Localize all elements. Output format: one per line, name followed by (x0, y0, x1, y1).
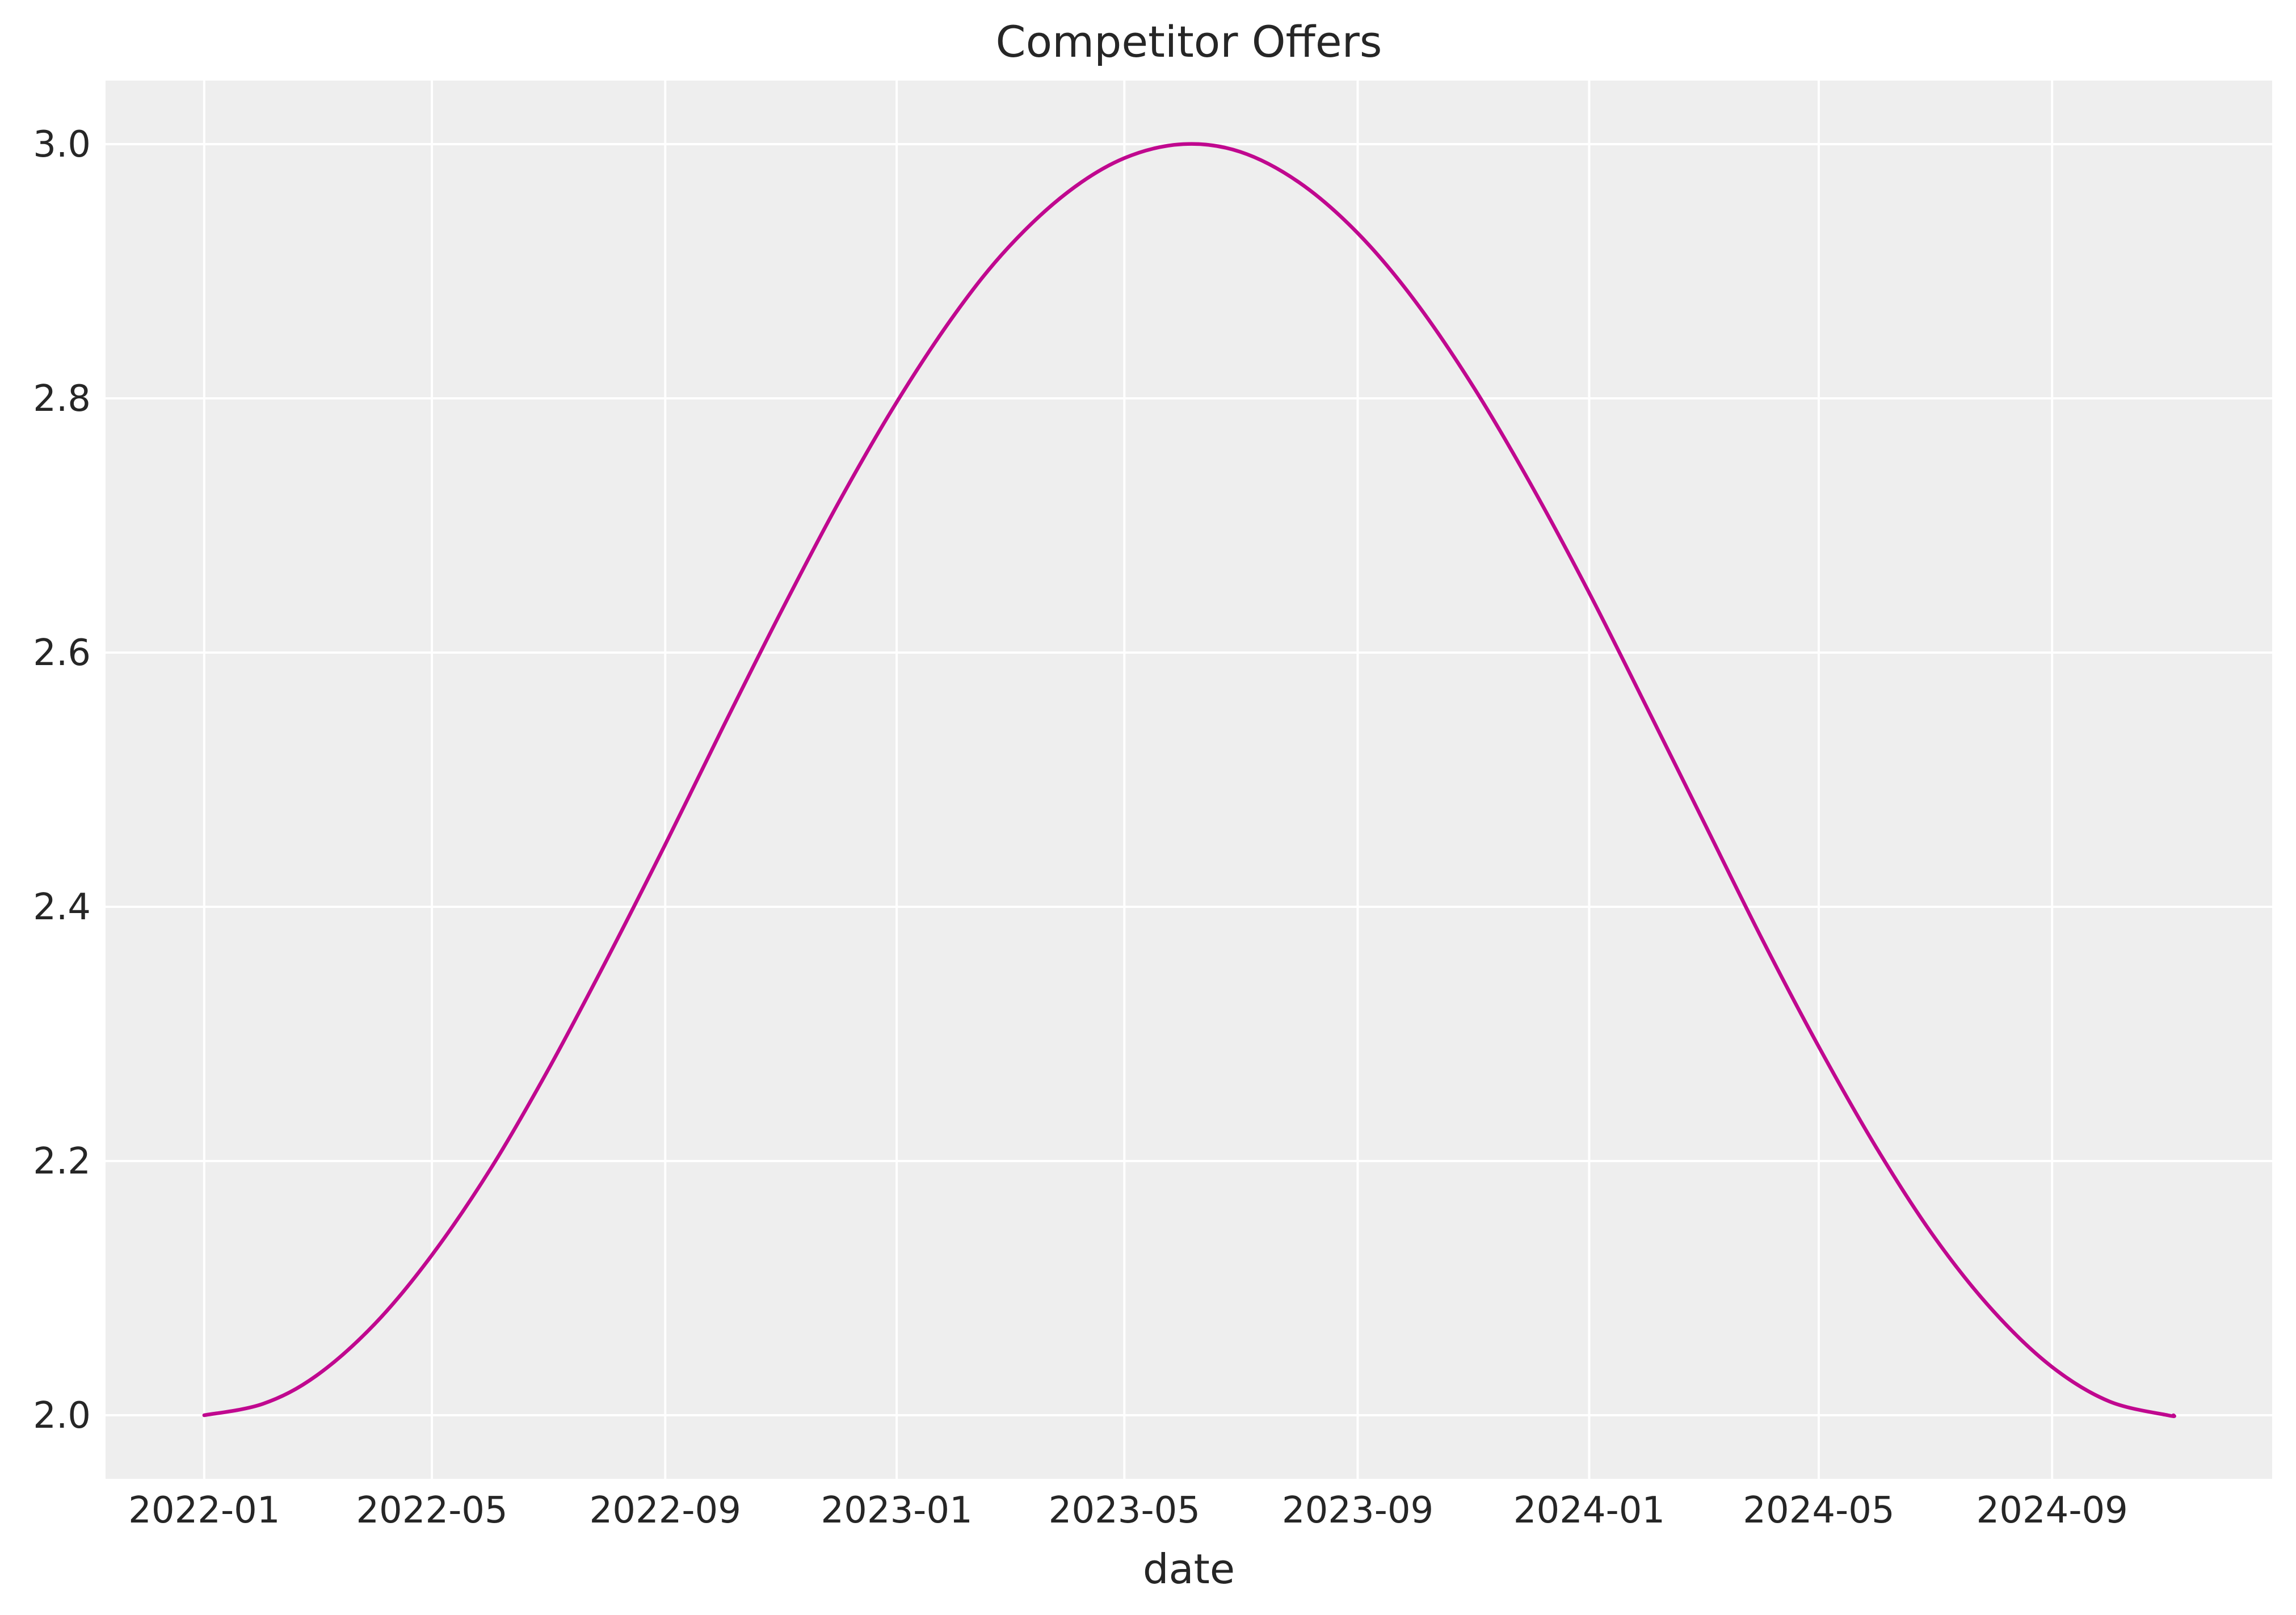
y-tick-label: 2.2 (33, 1141, 91, 1183)
x-tick-label: 2024-05 (1743, 1490, 1894, 1532)
x-axis-label: date (1143, 1545, 1235, 1593)
x-tick-label: 2024-01 (1513, 1490, 1665, 1532)
series-layer (202, 142, 2176, 1419)
x-tick-label: 2022-09 (590, 1490, 741, 1532)
y-tick-label: 2.4 (33, 886, 91, 928)
x-tick-label: 2022-05 (356, 1490, 507, 1532)
tick-labels: 2022-01 2022-05 2022-09 2023-01 2023-05 2023-… (33, 124, 2128, 1532)
y-tick-label: 2.8 (33, 378, 91, 420)
x-tick-label: 2023-05 (1049, 1490, 1200, 1532)
grid (106, 81, 2272, 1479)
y-tick-label: 2.0 (33, 1395, 91, 1437)
x-tick-label: 2023-09 (1282, 1490, 1433, 1532)
y-tick-label: 2.6 (33, 632, 91, 674)
x-tick-label: 2023-01 (821, 1490, 972, 1532)
x-tick-label: 2024-09 (1976, 1490, 2127, 1532)
chart-title: Competitor Offers (996, 16, 1382, 67)
plot-area (106, 81, 2272, 1479)
y-tick-label: 3.0 (33, 124, 91, 166)
series-line (202, 142, 2176, 1419)
x-tick-label: 2022-01 (128, 1490, 280, 1532)
